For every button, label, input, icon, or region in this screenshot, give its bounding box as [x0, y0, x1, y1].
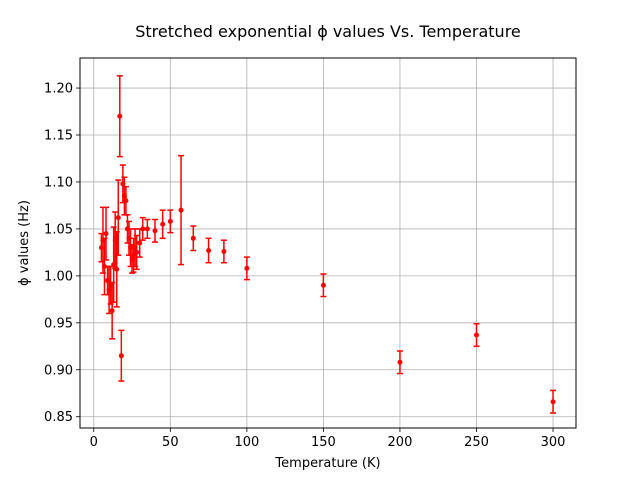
x-tick-label: 150	[311, 435, 336, 450]
data-marker	[103, 231, 109, 237]
data-point	[190, 225, 197, 252]
y-tick-label: 1.15	[44, 129, 73, 144]
x-tick-label: 50	[162, 435, 179, 450]
y-axis-title: ϕ values (Hz)	[17, 200, 32, 286]
data-marker	[152, 228, 158, 234]
data-marker	[109, 308, 115, 314]
y-tick-label: 1.10	[44, 175, 73, 190]
data-point	[103, 206, 110, 261]
data-marker	[144, 226, 150, 232]
data-point	[178, 154, 185, 266]
data-point	[118, 329, 125, 382]
data-point	[115, 179, 122, 256]
data-point	[220, 239, 227, 264]
data-point	[139, 216, 146, 241]
data-point	[152, 218, 159, 243]
data-points	[98, 75, 557, 414]
y-tick-label: 0.85	[44, 410, 73, 425]
data-marker	[221, 248, 227, 254]
data-point	[320, 273, 327, 298]
x-ticks: 0 50 100 150 200 250 300	[90, 428, 566, 450]
x-tick-label: 100	[234, 435, 259, 450]
y-tick-label: 1.00	[44, 269, 73, 284]
data-marker	[140, 226, 146, 232]
y-tick-label: 1.20	[44, 82, 73, 97]
y-tick-label: 0.90	[44, 363, 73, 378]
y-tick-label: 0.95	[44, 316, 73, 331]
x-tick-label: 200	[388, 435, 413, 450]
data-point	[159, 209, 166, 240]
data-point	[167, 209, 174, 234]
data-point	[116, 75, 123, 158]
x-tick-label: 0	[90, 435, 98, 450]
data-marker	[114, 266, 120, 272]
data-marker	[167, 218, 173, 224]
data-point	[144, 218, 151, 240]
plot-frame	[79, 57, 577, 429]
x-tick-label: 300	[541, 435, 566, 450]
data-marker	[190, 235, 196, 241]
data-marker	[178, 207, 184, 213]
data-marker	[115, 215, 121, 221]
data-marker	[473, 332, 479, 338]
x-tick-label: 250	[464, 435, 489, 450]
data-point	[473, 323, 480, 348]
data-marker	[160, 221, 166, 227]
y-ticks: 0.85 0.90 0.95 1.00 1.05 1.10 1.15 1.20	[44, 82, 80, 425]
data-point	[243, 256, 250, 281]
data-marker	[117, 113, 123, 119]
data-marker	[134, 249, 140, 255]
data-point	[133, 234, 140, 271]
data-marker	[123, 198, 129, 204]
data-point	[205, 237, 212, 264]
data-marker	[206, 248, 212, 254]
data-marker	[320, 282, 326, 288]
data-marker	[550, 399, 556, 405]
chart-title: Stretched exponential ϕ values Vs. Tempe…	[135, 22, 521, 41]
data-marker	[118, 353, 124, 359]
data-marker	[101, 263, 107, 269]
data-marker	[137, 240, 143, 246]
data-point	[396, 350, 403, 375]
y-tick-label: 1.05	[44, 222, 73, 237]
data-point	[136, 228, 143, 258]
data-marker	[397, 359, 403, 365]
x-axis-title: Temperature (K)	[274, 456, 380, 471]
data-point	[122, 185, 129, 216]
data-point	[550, 389, 557, 414]
data-marker	[244, 265, 250, 271]
